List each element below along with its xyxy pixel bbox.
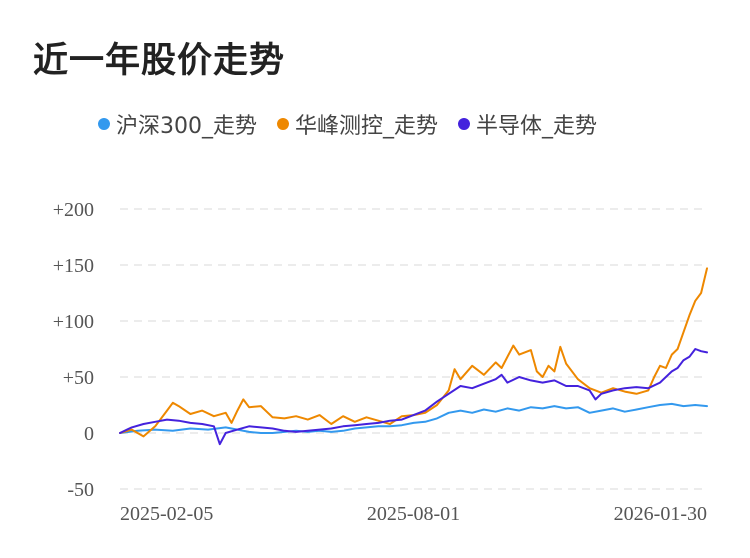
legend-item-huafeng[interactable]: 华峰测控_走势 [277, 108, 438, 140]
y-tick-label: 0 [84, 423, 94, 445]
legend-item-semiconductor[interactable]: 半导体_走势 [458, 108, 597, 140]
y-tick-label: +150 [53, 255, 94, 277]
x-tick-label: 2025-08-01 [367, 503, 460, 525]
legend-label-hs300: 沪深300_走势 [116, 114, 257, 139]
y-tick-label: +50 [63, 367, 94, 389]
chart-title: 近一年股价走势 [33, 41, 286, 81]
line-hs300 [119, 402, 708, 434]
legend-dot-semiconductor [458, 118, 471, 130]
legend-item-hs300[interactable]: 沪深300_走势 [98, 108, 257, 140]
y-tick-label: +200 [53, 199, 94, 221]
legend-dot-huafeng [277, 118, 289, 130]
y-tick-label: +100 [53, 311, 94, 333]
legend-label-huafeng: 华峰测控_走势 [295, 114, 439, 139]
y-tick-label: -50 [67, 479, 94, 501]
x-tick-label: 2026-01-30 [614, 503, 707, 525]
line-huafeng [119, 267, 708, 438]
x-tick-label: 2025-02-05 [120, 503, 213, 525]
legend-dot-hs300 [98, 118, 110, 130]
line-semiconductor [119, 348, 708, 446]
chart-legend: 沪深300_走势 华峰测控_走势 半导体_走势 [98, 108, 597, 140]
legend-label-semiconductor: 半导体_走势 [476, 114, 598, 139]
